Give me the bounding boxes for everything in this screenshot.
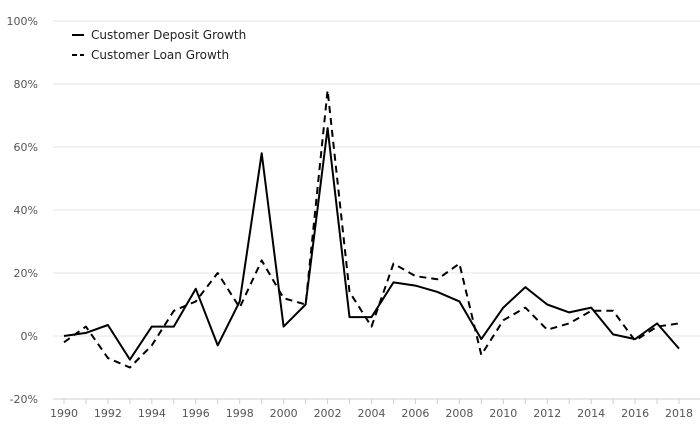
y-tick-label: 0% [21,330,38,343]
y-tick-label: 60% [14,141,38,154]
y-axis-tick-labels: -20% 0% 20% 40% 60% 80% 100% [7,15,38,406]
x-tick-label: 1996 [182,407,210,420]
x-tick-label: 2008 [445,407,473,420]
y-tick-label: -20% [10,393,38,406]
series-line-deposit-growth [63,127,680,361]
x-tick-label: 2004 [358,407,386,420]
y-tick-label: 20% [14,267,38,280]
x-tick-label: 1998 [226,407,254,420]
x-tick-label: 2006 [401,407,429,420]
x-tick-label: 2014 [577,407,605,420]
gridlines [53,20,700,337]
legend: Customer Deposit Growth Customer Loan Gr… [72,28,246,62]
legend-label-deposit: Customer Deposit Growth [91,28,246,42]
x-tick-label: 2018 [665,407,693,420]
x-tick-label: 1994 [138,407,166,420]
x-tick-label: 2016 [621,407,649,420]
x-tick-label: 2012 [533,407,561,420]
x-tick-label: 2000 [270,407,298,420]
y-tick-label: 40% [14,204,38,217]
x-tick-label: 1992 [94,407,122,420]
series-lines [63,89,680,369]
x-tick-label: 2002 [314,407,342,420]
x-axis-tick-labels: 1990 1992 1994 1996 1998 2000 2002 2004 2006 2008… [50,407,693,420]
legend-label-loan: Customer Loan Growth [91,48,229,62]
x-tick-label: 2010 [489,407,517,420]
series-line-loan-growth [63,89,680,369]
y-tick-label: 80% [14,78,38,91]
x-tick-label: 1990 [50,407,78,420]
x-axis-ticks [63,399,680,404]
y-tick-label: 100% [7,15,38,28]
